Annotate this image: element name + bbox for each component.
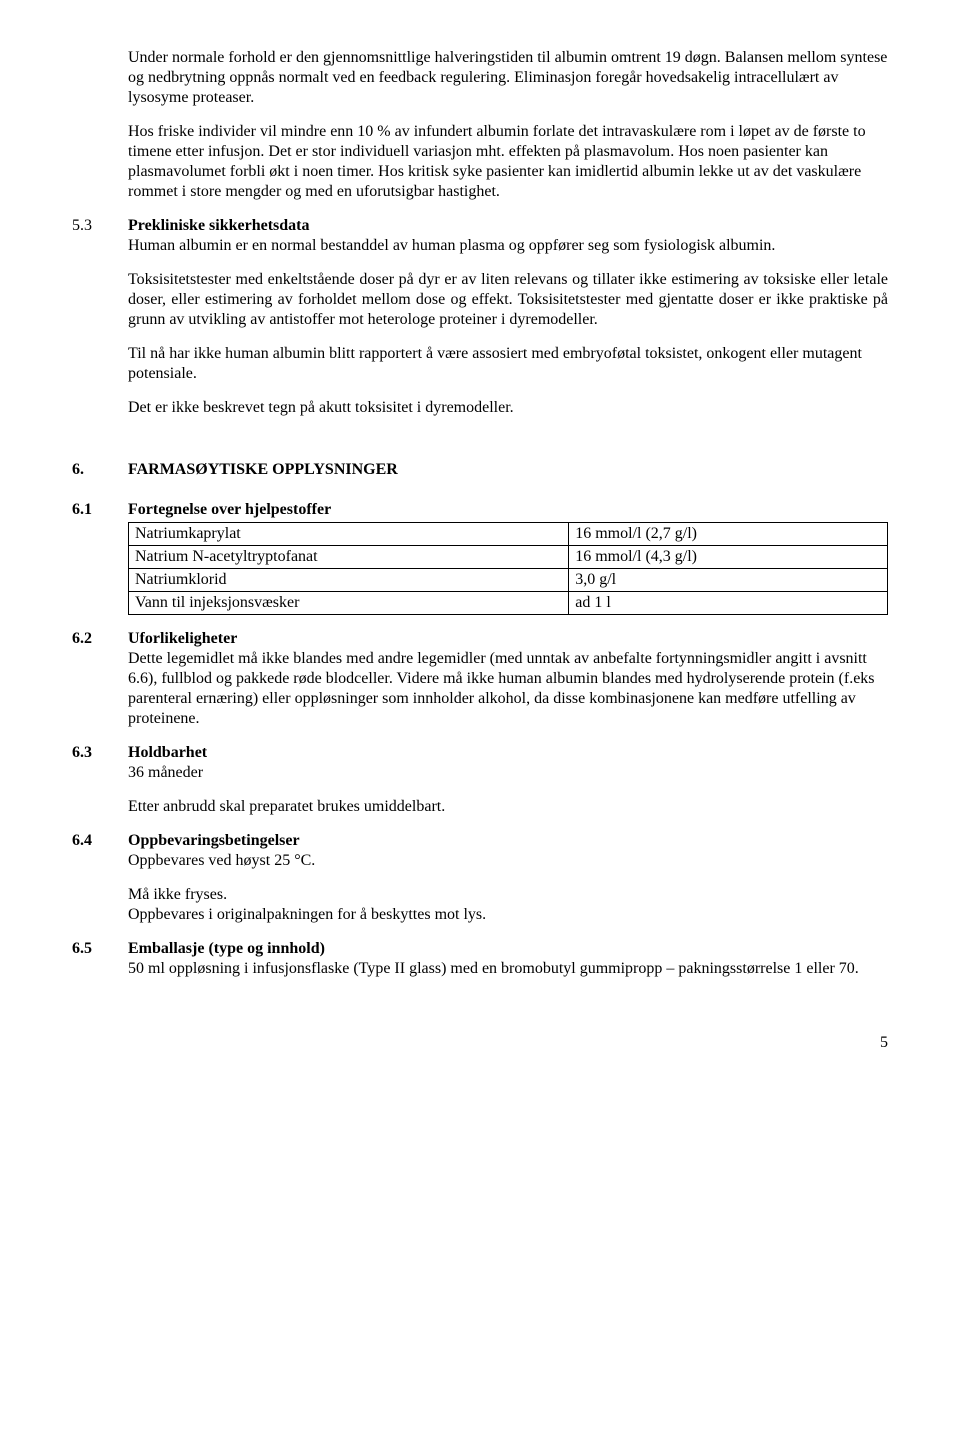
ingredient-value: ad 1 l (569, 592, 888, 615)
section-6-1-body: Fortegnelse over hjelpestoffer Natriumka… (128, 500, 888, 629)
section-6-3-body: Holdbarhet 36 måneder Etter anbrudd skal… (128, 743, 888, 831)
table-row: Natriumklorid 3,0 g/l (129, 569, 888, 592)
section-6-2-num: 6.2 (72, 629, 128, 649)
section-5-3-p2: Toksisitetstester med enkeltstående dose… (128, 270, 888, 330)
ingredient-name: Natriumkaprylat (129, 523, 569, 546)
section-6-2-p1: Dette legemidlet må ikke blandes med and… (128, 649, 888, 729)
ingredient-name: Vann til injeksjonsvæsker (129, 592, 569, 615)
section-5-3-p1: Human albumin er en normal bestanddel av… (128, 236, 888, 256)
section-6-num: 6. (72, 460, 128, 480)
section-6-5-p1: 50 ml oppløsning i infusjonsflaske (Type… (128, 959, 888, 979)
table-row: Vann til injeksjonsvæsker ad 1 l (129, 592, 888, 615)
section-6-5: 6.5 Emballasje (type og innhold) 50 ml o… (72, 939, 888, 993)
ingredient-name: Natrium N-acetyltryptofanat (129, 546, 569, 569)
section-6-2-title: Uforlikeligheter (128, 629, 888, 649)
section-6-1: 6.1 Fortegnelse over hjelpestoffer Natri… (72, 500, 888, 629)
ingredient-value: 3,0 g/l (569, 569, 888, 592)
intro-p1: Under normale forhold er den gjennomsnit… (128, 48, 888, 108)
section-6-3-p2: Etter anbrudd skal preparatet brukes umi… (128, 797, 888, 817)
section-5-3-p4: Det er ikke beskrevet tegn på akutt toks… (128, 398, 888, 418)
table-row: Natrium N-acetyltryptofanat 16 mmol/l (4… (129, 546, 888, 569)
section-6-4-p2: Må ikke fryses. (128, 885, 888, 905)
section-6-2: 6.2 Uforlikeligheter Dette legemidlet må… (72, 629, 888, 743)
table-row: Natriumkaprylat 16 mmol/l (2,7 g/l) (129, 523, 888, 546)
section-6-3: 6.3 Holdbarhet 36 måneder Etter anbrudd … (72, 743, 888, 831)
ingredient-value: 16 mmol/l (2,7 g/l) (569, 523, 888, 546)
section-5-3-num: 5.3 (72, 216, 128, 236)
section-6-3-num: 6.3 (72, 743, 128, 763)
section-6-3-title: Holdbarhet (128, 743, 888, 763)
section-6: 6. FARMASØYTISKE OPPLYSNINGER (72, 460, 888, 480)
section-6-2-body: Uforlikeligheter Dette legemidlet må ikk… (128, 629, 888, 743)
section-6-4: 6.4 Oppbevaringsbetingelser Oppbevares v… (72, 831, 888, 939)
section-5-3-body: Prekliniske sikkerhetsdata Human albumin… (128, 216, 888, 432)
section-6-5-body: Emballasje (type og innhold) 50 ml opplø… (128, 939, 888, 993)
ingredient-value: 16 mmol/l (4,3 g/l) (569, 546, 888, 569)
section-6-5-title: Emballasje (type og innhold) (128, 939, 888, 959)
section-6-4-p1: Oppbevares ved høyst 25 °C. (128, 851, 888, 871)
section-6-title: FARMASØYTISKE OPPLYSNINGER (128, 460, 888, 480)
section-6-4-body: Oppbevaringsbetingelser Oppbevares ved h… (128, 831, 888, 939)
intro-p2: Hos friske individer vil mindre enn 10 %… (128, 122, 888, 202)
intro-block: Under normale forhold er den gjennomsnit… (72, 48, 888, 216)
section-5-3-p3: Til nå har ikke human albumin blitt rapp… (128, 344, 888, 384)
page-number: 5 (72, 1033, 888, 1053)
ingredient-name: Natriumklorid (129, 569, 569, 592)
section-6-4-num: 6.4 (72, 831, 128, 851)
section-6-1-title: Fortegnelse over hjelpestoffer (128, 500, 888, 520)
section-6-1-num: 6.1 (72, 500, 128, 520)
ingredients-table: Natriumkaprylat 16 mmol/l (2,7 g/l) Natr… (128, 522, 888, 615)
section-5-3-title: Prekliniske sikkerhetsdata (128, 216, 888, 236)
section-6-3-p1: 36 måneder (128, 763, 888, 783)
section-6-5-num: 6.5 (72, 939, 128, 959)
section-5-3: 5.3 Prekliniske sikkerhetsdata Human alb… (72, 216, 888, 432)
section-6-4-title: Oppbevaringsbetingelser (128, 831, 888, 851)
section-6-4-p3: Oppbevares i originalpakningen for å bes… (128, 905, 888, 925)
intro-body: Under normale forhold er den gjennomsnit… (128, 48, 888, 216)
